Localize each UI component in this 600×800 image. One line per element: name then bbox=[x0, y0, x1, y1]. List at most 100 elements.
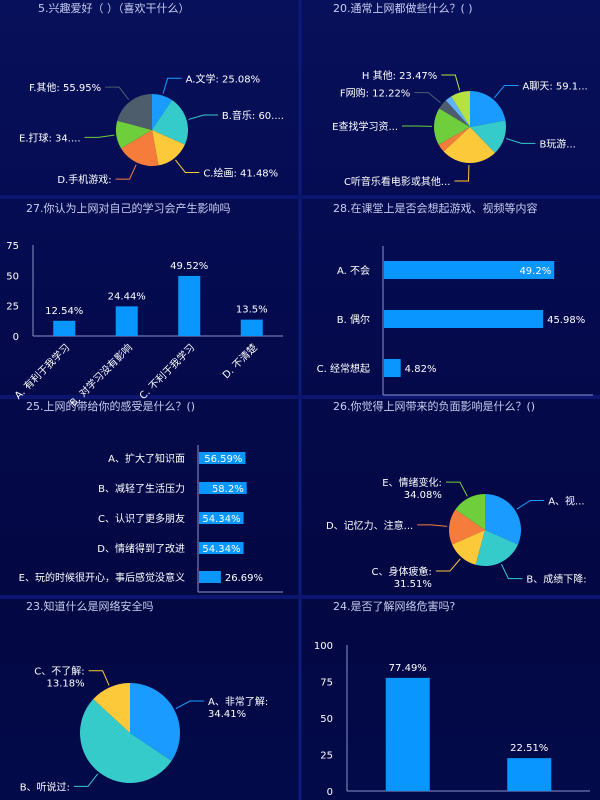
chart-panel-4: 25.上网的带给你的感受是什么？() bbox=[26, 399, 195, 413]
leader-line bbox=[84, 134, 115, 138]
bar[interactable] bbox=[53, 320, 76, 336]
pie-chart: A聊天: 59.1... B玩游... C听音乐看电影或其他... E查找学习资...… bbox=[332, 69, 588, 188]
x-tick-label: D. 不清楚 bbox=[220, 341, 260, 381]
bar[interactable] bbox=[199, 452, 246, 464]
slice-label: E.打球: 34.... bbox=[19, 131, 80, 144]
chart-title: 28.在课堂上是否会想起游戏、视频等内容 bbox=[333, 201, 538, 215]
bar-value-label: 45.98% bbox=[547, 315, 585, 326]
bar-value-label: 13.5% bbox=[236, 305, 268, 316]
pie-slice[interactable] bbox=[443, 127, 496, 163]
slice-label: A、视... bbox=[548, 494, 584, 507]
bar[interactable] bbox=[199, 542, 244, 554]
chart-panel-2: 27.你认为上网对自己的学习会产生影响吗 bbox=[26, 201, 231, 215]
bar[interactable] bbox=[384, 310, 544, 328]
y-tick-label: 25 bbox=[6, 302, 19, 313]
bar[interactable] bbox=[240, 319, 263, 336]
category-label: A、扩大了知识面 bbox=[108, 452, 185, 465]
pie-slice[interactable] bbox=[79, 699, 172, 784]
leader-line bbox=[414, 92, 441, 104]
pie-slice[interactable] bbox=[116, 120, 152, 149]
leader-line bbox=[73, 773, 99, 787]
pie-slice[interactable] bbox=[452, 530, 485, 565]
pie-slice[interactable] bbox=[449, 509, 485, 545]
leader-line bbox=[435, 558, 461, 572]
pie-slice[interactable] bbox=[475, 530, 518, 566]
pie-slice[interactable] bbox=[152, 94, 172, 130]
category-label: C. 经常想起 bbox=[317, 362, 370, 375]
bar-value-label: 22.51% bbox=[510, 743, 548, 754]
y-tick-label: 50 bbox=[320, 714, 333, 725]
slice-label: B玩游... bbox=[539, 137, 575, 150]
bar[interactable] bbox=[507, 758, 552, 791]
pie-slice[interactable] bbox=[451, 91, 470, 127]
slice-label: B、成绩下降: bbox=[526, 573, 586, 586]
pie-slice[interactable] bbox=[438, 127, 470, 152]
bar-value-label: 49.52% bbox=[170, 261, 208, 272]
category-label: D、情绪得到了改进 bbox=[97, 542, 185, 555]
chart-panel-7: 24.是否了解网络危害吗? bbox=[333, 599, 455, 613]
leader-line bbox=[175, 700, 205, 709]
leader-line bbox=[162, 77, 182, 94]
pie-slice[interactable] bbox=[445, 96, 470, 127]
bar[interactable] bbox=[115, 306, 138, 336]
leader-line bbox=[188, 114, 218, 120]
y-tick-label: 0 bbox=[327, 787, 333, 798]
bar-value-label: 56.59% bbox=[204, 454, 242, 465]
slice-label: A聊天: 59.1... bbox=[523, 79, 588, 92]
bar[interactable] bbox=[385, 677, 430, 791]
chart-title: 27.你认为上网对自己的学习会产生影响吗 bbox=[26, 201, 231, 215]
pie-slice[interactable] bbox=[470, 91, 506, 127]
bar[interactable] bbox=[199, 512, 244, 524]
slice-label: A、非常了解: 34.41% bbox=[208, 695, 268, 720]
bar[interactable] bbox=[199, 571, 221, 583]
y-tick-label: 25 bbox=[320, 751, 333, 762]
pie-chart: A、非常了解: 34.41% B、听说过: C、不了解: 13.18% bbox=[20, 665, 269, 794]
chart-title: 26.你觉得上网带来的负面影响是什么？() bbox=[333, 399, 535, 413]
chart-panel-5: 26.你觉得上网带来的负面影响是什么？() bbox=[333, 399, 535, 413]
chart-title: 20.通常上网都做些什么？( ) bbox=[333, 1, 473, 15]
slice-label: C.绘画: 41.48% bbox=[203, 166, 278, 179]
y-tick-label: 50 bbox=[6, 271, 19, 282]
bar-value-label: 26.69% bbox=[225, 573, 263, 584]
pie-slice[interactable] bbox=[470, 120, 506, 153]
pie-slice[interactable] bbox=[121, 130, 159, 166]
leader-line bbox=[501, 564, 523, 580]
horizontal-bar-chart: A、扩大了知识面 56.59% B、减轻了生活压力 58.2% C、认识了更多朋友 54.… bbox=[19, 445, 283, 593]
y-tick-label: 100 bbox=[314, 641, 333, 652]
pie-slice[interactable] bbox=[439, 100, 470, 127]
leader-line bbox=[417, 524, 448, 527]
slice-label: H 其他: 23.47% bbox=[362, 69, 437, 82]
chart-title: 23.知道什么是网络安全吗 bbox=[26, 599, 154, 613]
panel-divider bbox=[0, 595, 600, 599]
bar[interactable] bbox=[199, 482, 247, 494]
y-tick-label: 75 bbox=[6, 241, 19, 252]
leader-line bbox=[441, 74, 461, 91]
pie-slice[interactable] bbox=[152, 100, 188, 145]
pie-chart: A、视... B、成绩下降: C、身体疲惫: 31.51% D、记忆力、注意... E、情… bbox=[326, 476, 587, 590]
pie-slice[interactable] bbox=[434, 108, 470, 145]
category-label: E、玩的时候很开心，事后感觉没意义 bbox=[19, 571, 185, 584]
panel-divider bbox=[0, 395, 600, 399]
slice-label: B.音乐: 60.... bbox=[222, 109, 284, 122]
leader-line bbox=[445, 481, 468, 497]
bar[interactable] bbox=[178, 275, 201, 336]
pie-slice[interactable] bbox=[93, 683, 130, 733]
chart-panel-3: 28.在课堂上是否会想起游戏、视频等内容 bbox=[333, 201, 538, 215]
pie-slice[interactable] bbox=[117, 94, 152, 130]
chart-panel-6: 23.知道什么是网络安全吗 bbox=[26, 599, 154, 613]
slice-label: B、听说过: bbox=[20, 780, 70, 793]
pie-slice[interactable] bbox=[485, 494, 522, 545]
horizontal-bar-chart: A. 不会 49.2% B. 偶尔 45.98% C. 经常想起 4.82% bbox=[317, 246, 593, 396]
pie-slice[interactable] bbox=[130, 683, 180, 761]
bar[interactable] bbox=[384, 359, 401, 377]
slice-label: C、不了解: 13.18% bbox=[34, 665, 84, 690]
pie-slice[interactable] bbox=[152, 130, 185, 166]
bar[interactable] bbox=[384, 261, 555, 279]
bar-value-label: 49.2% bbox=[519, 266, 551, 277]
slice-label: E查找学习资... bbox=[332, 120, 398, 133]
category-label: C、认识了更多朋友 bbox=[98, 512, 185, 525]
leader-line bbox=[516, 499, 545, 510]
pie-slice[interactable] bbox=[455, 494, 485, 530]
